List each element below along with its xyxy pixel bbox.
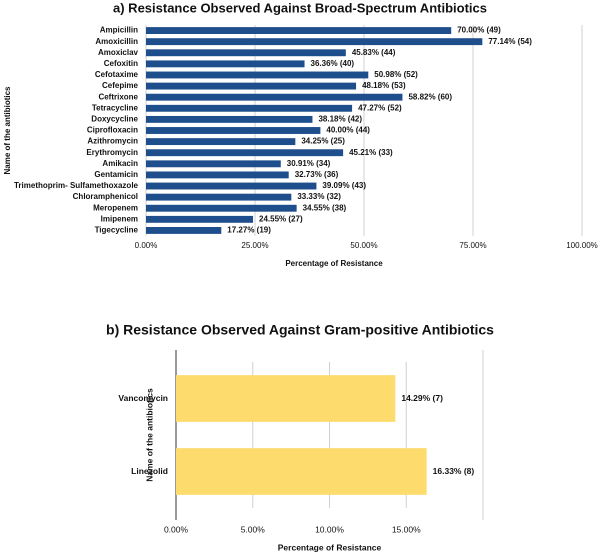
bar <box>146 60 305 68</box>
bar <box>146 104 353 112</box>
data-label: 38.18% (42) <box>318 115 362 124</box>
data-label: 58.82% (60) <box>408 92 452 101</box>
bar <box>146 182 317 190</box>
data-label: 30.91% (34) <box>287 159 331 168</box>
y-tick-label: Ceftrixone <box>98 92 138 101</box>
y-axis-title: Name of the antibiotics <box>3 86 12 175</box>
data-label: 16.33% (8) <box>433 466 475 476</box>
data-label: 45.21% (33) <box>349 148 393 157</box>
bar <box>146 82 357 90</box>
y-axis-title: Name of the antibiotics <box>144 388 154 482</box>
bar <box>146 227 222 234</box>
y-tick-label: Vancomycin <box>118 393 168 403</box>
y-tick-label: Amoxiclav <box>98 48 139 57</box>
y-tick-label: Imipenem <box>101 214 138 223</box>
data-label: 47.27% (52) <box>358 103 402 112</box>
x-tick-label: 100.00% <box>566 241 598 250</box>
y-tick-label: Doxycycline <box>91 115 138 124</box>
y-tick-label: Ciprofloxacin <box>87 126 138 135</box>
chart-title: a) Resistance Observed Against Broad-Spe… <box>113 0 487 15</box>
x-tick-label: 75.00% <box>459 241 486 250</box>
x-tick-label: 0.00% <box>135 241 158 250</box>
x-axis-title: Percentage of Resistance <box>285 259 383 268</box>
y-tick-label: Linezolid <box>131 466 168 476</box>
data-label: 33.33% (32) <box>297 192 341 201</box>
data-label: 34.55% (38) <box>303 203 347 212</box>
y-tick-label: Meropenem <box>93 203 138 212</box>
y-tick-label: Chloramphenicol <box>73 192 138 201</box>
x-tick-label: 25.00% <box>241 241 268 250</box>
y-tick-label: Cefepime <box>102 81 139 90</box>
bar <box>146 160 281 168</box>
bar <box>146 193 292 201</box>
y-tick-label: Ampicillin <box>100 26 138 35</box>
bar <box>146 171 289 179</box>
data-label: 14.29% (7) <box>401 393 443 403</box>
bar <box>146 49 346 57</box>
y-tick-label: Azithromycin <box>87 137 138 146</box>
bar <box>146 27 452 34</box>
x-tick-label: 15.00% <box>392 524 421 534</box>
y-tick-label: Tetracycline <box>92 103 139 112</box>
data-label: 32.73% (36) <box>295 170 339 179</box>
y-tick-label: Erythromycin <box>86 148 138 157</box>
data-label: 40.00% (44) <box>326 126 370 135</box>
data-label: 39.09% (43) <box>322 181 366 190</box>
y-tick-label: Amoxicillin <box>95 37 138 46</box>
bar <box>146 138 296 146</box>
data-label: 45.83% (44) <box>352 48 396 57</box>
bar <box>146 149 344 157</box>
data-label: 24.55% (27) <box>259 214 303 223</box>
bar <box>146 127 321 134</box>
y-tick-label: Tigecycline <box>95 226 139 235</box>
x-axis-title: Percentage of Resistance <box>278 542 382 552</box>
bar <box>176 448 427 495</box>
bar <box>146 115 313 123</box>
y-tick-label: Trimethoprim- Sulfamethoxazole <box>14 181 139 190</box>
y-tick-label: Gentamicin <box>94 170 138 179</box>
bar <box>146 38 483 46</box>
x-tick-label: 5.00% <box>241 524 266 534</box>
data-label: 77.14% (54) <box>488 37 532 46</box>
bar <box>146 71 369 79</box>
data-label: 50.98% (52) <box>374 70 418 79</box>
bar <box>176 375 396 422</box>
x-tick-label: 0.00% <box>164 524 189 534</box>
data-label: 36.36% (40) <box>311 59 355 68</box>
y-tick-label: Cefotaxime <box>95 70 139 79</box>
data-label: 48.18% (53) <box>362 81 406 90</box>
x-tick-label: 50.00% <box>350 241 377 250</box>
y-tick-label: Amikacin <box>102 159 138 168</box>
x-tick-label: 10.00% <box>315 524 344 534</box>
data-label: 34.25% (25) <box>301 137 345 146</box>
data-label: 17.27% (19) <box>227 226 271 235</box>
data-label: 70.00% (49) <box>457 26 501 35</box>
y-tick-label: Cefoxitin <box>104 59 138 68</box>
bar <box>146 93 403 101</box>
chart-title: b) Resistance Observed Against Gram-posi… <box>106 322 494 338</box>
bar <box>146 215 254 223</box>
bar <box>146 204 297 212</box>
